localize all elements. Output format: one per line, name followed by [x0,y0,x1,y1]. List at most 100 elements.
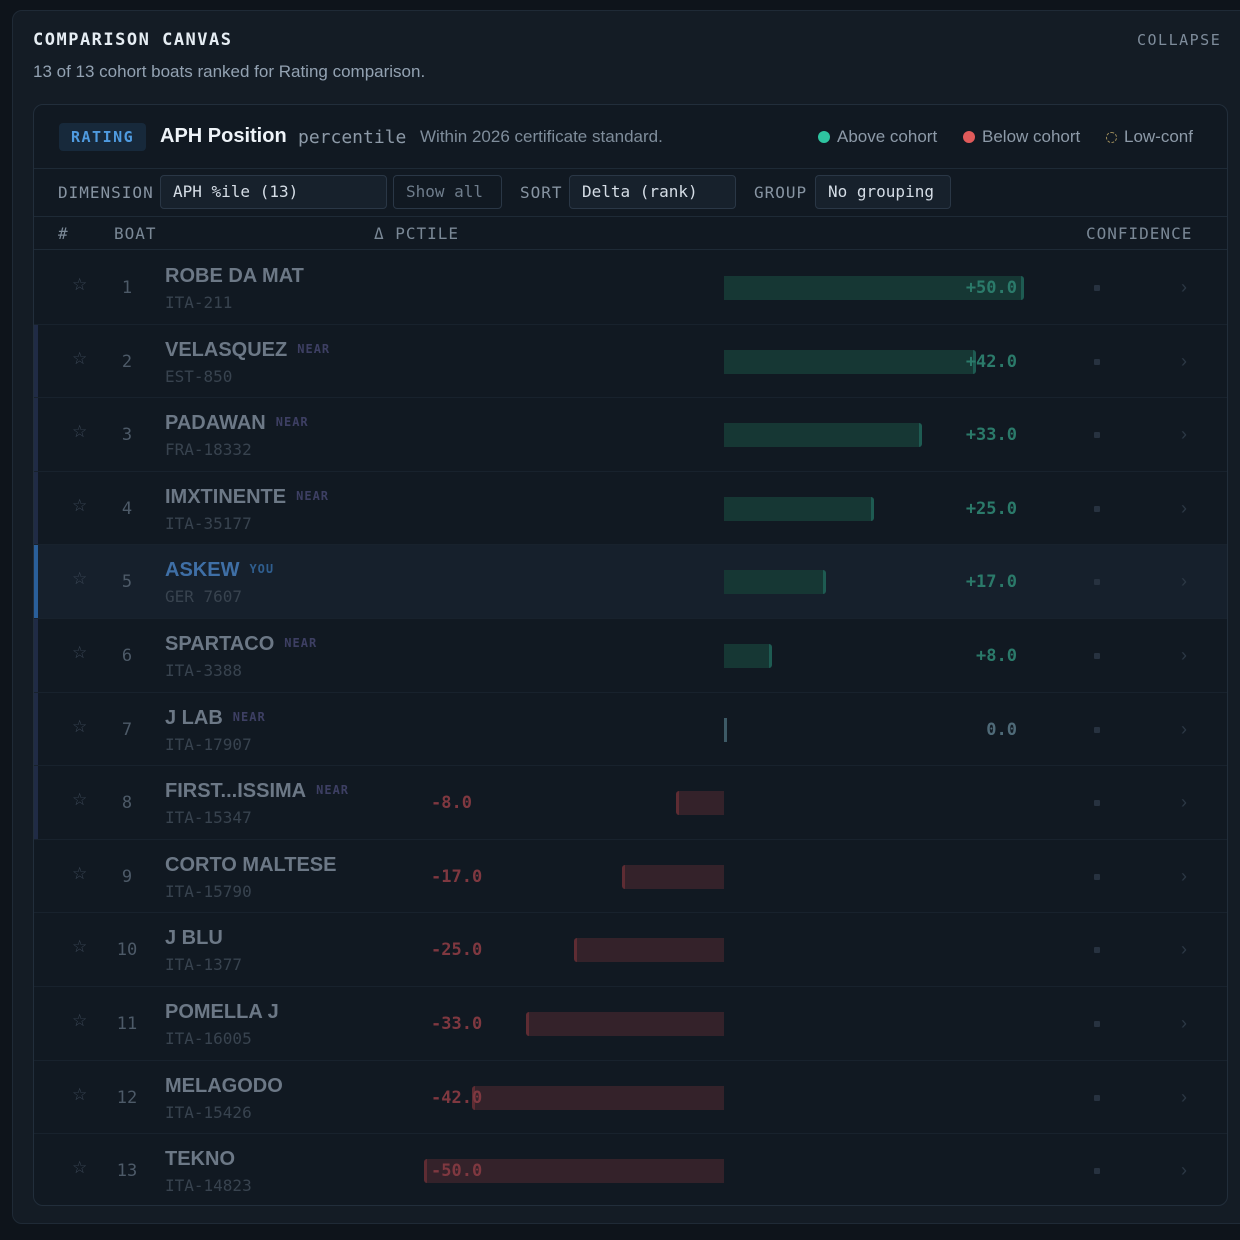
boat-name: J BLU [165,927,223,950]
star-icon[interactable]: ☆ [72,1158,88,1178]
star-icon[interactable]: ☆ [72,863,88,883]
star-icon[interactable]: ☆ [72,790,88,810]
boat-name: J LAB [165,706,223,729]
delta-bar-zero [724,717,727,742]
table-row[interactable]: ☆ 9 CORTO MALTESE ITA-15790 -17.0 › [34,840,1227,914]
col-boat[interactable]: BOAT [114,224,157,243]
row-accent [34,913,38,986]
chevron-right-icon[interactable]: › [1181,1160,1187,1181]
col-confidence[interactable]: CONFIDENCE [1086,224,1193,243]
near-badge: NEAR [284,635,318,650]
star-icon[interactable]: ☆ [72,348,88,368]
boat-name-cell: TEKNO [165,1148,235,1171]
table-row[interactable]: ☆ 7 J LAB NEAR ITA-17907 0.0 › [34,692,1227,767]
chevron-right-icon[interactable]: › [1181,939,1187,960]
sort-select[interactable]: Delta (rank) [569,175,736,209]
chevron-right-icon[interactable]: › [1181,1086,1187,1107]
dimension-label: DIMENSION [58,183,154,202]
table-row[interactable]: ☆ 5 ASKEW YOU GER 7607 +17.0 › [34,545,1227,619]
star-icon[interactable]: ☆ [72,275,88,294]
table-row[interactable]: ☆ 13 TEKNO ITA-14823 -50.0 › [34,1134,1227,1205]
dimension-select[interactable]: APH %ile (13) [160,175,387,209]
row-accent [34,987,38,1060]
sail-number: ITA-16005 [165,1028,252,1048]
chevron-right-icon[interactable]: › [1181,718,1187,739]
star-icon[interactable]: ☆ [72,1010,88,1030]
confidence-indicator [1094,358,1100,365]
delta-bar-negative [622,864,724,889]
col-delta[interactable]: Δ PCTILE [374,224,460,243]
group-label: GROUP [754,183,808,202]
table-row[interactable]: ☆ 2 VELASQUEZ NEAR EST-850 +42.0 › [34,324,1227,399]
row-rank: 8 [121,793,133,814]
boat-name-cell: J BLU [165,927,223,950]
legend-below: Below cohort [963,127,1080,147]
star-icon[interactable]: ☆ [72,716,88,736]
above-cohort-dot-icon [818,131,830,143]
chevron-right-icon[interactable]: › [1181,571,1187,592]
chevron-right-icon[interactable]: › [1181,497,1187,518]
metric-note: Within 2026 certificate standard. [420,127,663,146]
boat-name-cell: ROBE DA MAT [165,265,304,288]
delta-bar-negative [526,1011,724,1036]
delta-bar-positive [724,349,976,374]
chevron-right-icon[interactable]: › [1181,277,1187,297]
delta-value: -25.0 [431,940,483,961]
star-icon[interactable]: ☆ [72,1084,88,1104]
delta-value: +8.0 [976,645,1017,666]
show-all-button[interactable]: Show all [393,175,502,209]
chevron-right-icon[interactable]: › [1181,792,1187,813]
boat-name-cell: SPARTACO NEAR [165,633,317,656]
boat-list: ☆ 1 ROBE DA MAT ITA-211 +50.0 › ☆ 2 VELASQUEZ NEA… [34,251,1227,1205]
near-badge: NEAR [297,341,331,356]
table-row[interactable]: ☆ 8 FIRST...ISSIMA NEAR ITA-15347 -8.0 › [34,766,1227,840]
row-accent [34,766,38,839]
star-icon[interactable]: ☆ [72,569,88,589]
confidence-indicator [1094,947,1100,954]
boat-name: MELAGODO [165,1074,283,1097]
row-rank: 5 [121,572,133,593]
delta-bar-negative [472,1085,724,1110]
sort-label: SORT [520,183,563,202]
chevron-right-icon[interactable]: › [1181,424,1187,445]
star-icon[interactable]: ☆ [72,422,88,442]
table-row[interactable]: ☆ 10 J BLU ITA-1377 -25.0 › [34,913,1227,987]
table-row[interactable]: ☆ 12 MELAGODO ITA-15426 -42.0 › [34,1061,1227,1135]
delta-value: -17.0 [431,866,483,887]
legend-above: Above cohort [818,127,937,147]
metric-tag: RATING [59,123,147,151]
confidence-indicator [1094,1094,1100,1101]
table-row[interactable]: ☆ 4 IMXTINENTE NEAR ITA-35177 +25.0 › [34,471,1227,546]
metric-unit: percentile [298,127,407,148]
star-icon[interactable]: ☆ [72,642,88,662]
chevron-right-icon[interactable]: › [1181,644,1187,665]
row-accent [34,324,38,398]
page-subtitle: 13 of 13 cohort boats ranked for Rating … [33,62,426,81]
row-accent [34,840,38,913]
boat-name: ASKEW [165,559,240,582]
row-accent [34,471,38,545]
you-badge: YOU [249,562,275,577]
row-rank: 7 [121,719,133,740]
star-icon[interactable]: ☆ [72,495,88,515]
table-row[interactable]: ☆ 11 POMELLA J ITA-16005 -33.0 › [34,987,1227,1061]
confidence-indicator [1094,800,1100,807]
table-row[interactable]: ☆ 3 PADAWAN NEAR FRA-18332 +33.0 › [34,398,1227,472]
table-row[interactable]: ☆ 1 ROBE DA MAT ITA-211 +50.0 › [34,251,1227,325]
legend-below-label: Below cohort [982,127,1081,146]
collapse-button[interactable]: COLLAPSE [1137,31,1222,49]
row-rank: 10 [116,940,138,961]
boat-name-cell: POMELLA J [165,1001,279,1024]
star-icon[interactable]: ☆ [72,937,88,957]
page-title: COMPARISON CANVAS [33,30,233,50]
sail-number: ITA-3388 [165,660,243,680]
delta-bar-positive [724,276,1024,300]
group-select[interactable]: No grouping [815,175,951,209]
chevron-right-icon[interactable]: › [1181,865,1187,886]
chevron-right-icon[interactable]: › [1181,350,1187,371]
boat-name: VELASQUEZ [165,338,288,361]
table-row[interactable]: ☆ 6 SPARTACO NEAR ITA-3388 +8.0 › [34,618,1227,693]
delta-bar-positive [724,570,826,595]
chevron-right-icon[interactable]: › [1181,1012,1187,1033]
delta-bar-negative [424,1159,724,1184]
